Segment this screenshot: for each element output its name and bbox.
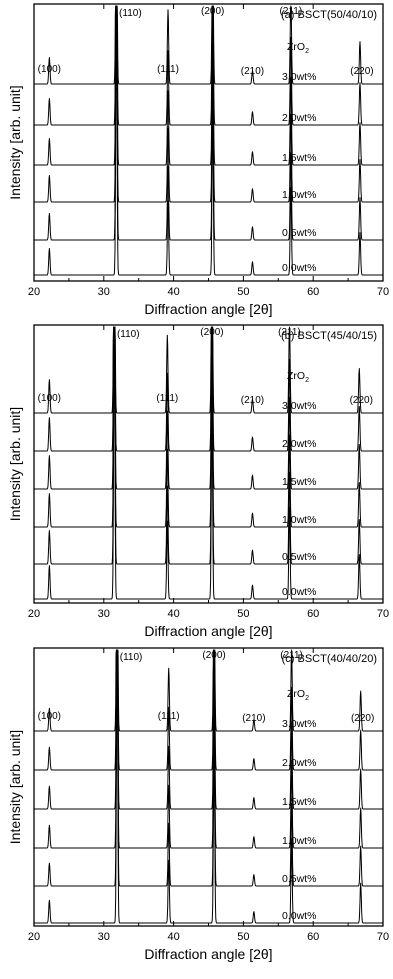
series-label: 1.0wt% <box>282 835 316 847</box>
x-tick-label: 70 <box>377 931 389 943</box>
legend-title: ZrO2 <box>287 41 309 55</box>
diffraction-trace <box>33 5 384 85</box>
series-label: 2.0wt% <box>282 438 316 450</box>
series-label: 1.5wt% <box>282 476 316 488</box>
x-tick-label: 30 <box>98 931 110 943</box>
x-tick-label: 30 <box>98 286 110 298</box>
diffraction-trace <box>33 649 384 849</box>
series-label: 2.0wt% <box>282 757 316 769</box>
x-axis-title: Diffraction angle [2θ] <box>144 946 272 962</box>
peak-label: (220) <box>351 713 374 724</box>
x-tick-label: 70 <box>377 286 389 298</box>
x-tick-label: 70 <box>377 608 389 620</box>
diffraction-trace <box>33 326 384 452</box>
series-label: 3.0wt% <box>282 400 316 412</box>
peak-label: (220) <box>350 395 373 406</box>
diffraction-trace <box>33 326 384 414</box>
diffraction-trace <box>33 5 384 203</box>
peak-label: (200) <box>201 6 224 17</box>
x-tick-label: 40 <box>167 286 179 298</box>
x-axis-title: Diffraction angle [2θ] <box>144 623 272 639</box>
series-label: 2.0wt% <box>282 112 316 124</box>
x-tick-label: 50 <box>237 931 249 943</box>
peak-label: (100) <box>38 393 61 404</box>
series-label: 0.0wt% <box>282 586 316 598</box>
peak-label: (110) <box>119 8 142 19</box>
x-tick-label: 60 <box>307 608 319 620</box>
x-tick-label: 50 <box>237 286 249 298</box>
x-axis-title: Diffraction angle [2θ] <box>144 301 272 317</box>
diffraction-trace <box>33 649 384 732</box>
series-label: 1.5wt% <box>282 796 316 808</box>
peak-label: (110) <box>120 652 143 663</box>
plot-frame <box>33 324 384 604</box>
peak-label: (100) <box>38 64 61 75</box>
series-label: 1.0wt% <box>282 514 316 526</box>
diffraction-trace <box>33 326 384 490</box>
peak-label: (111) <box>156 393 178 404</box>
series-label: 0.5wt% <box>282 551 316 563</box>
peak-label: (200) <box>200 327 223 338</box>
peak-label: (111) <box>157 64 179 75</box>
y-axis-title: Intensity [arb. unit] <box>7 407 23 521</box>
diffraction-trace <box>33 649 384 810</box>
panel-title: (a) BSCT(50/40/10) <box>281 9 377 21</box>
series-label: 0.5wt% <box>282 227 316 239</box>
legend-title: ZrO2 <box>287 370 309 384</box>
diffraction-trace <box>33 5 384 241</box>
x-tick-label: 20 <box>28 608 40 620</box>
x-tick-label: 60 <box>307 286 319 298</box>
series-label: 1.0wt% <box>282 189 316 201</box>
x-tick-label: 40 <box>167 931 179 943</box>
plot-frame <box>33 647 384 927</box>
series-label: 0.0wt% <box>282 910 316 922</box>
peak-label: (210) <box>241 66 264 77</box>
x-tick-label: 40 <box>167 608 179 620</box>
diffraction-trace <box>33 649 384 771</box>
peak-label: (100) <box>38 711 61 722</box>
y-axis-title: Intensity [arb. unit] <box>7 85 23 199</box>
diffraction-trace <box>33 326 384 565</box>
diffraction-trace <box>33 649 384 924</box>
series-label: 0.0wt% <box>282 262 316 274</box>
peak-label: (211) <box>280 650 303 661</box>
diffraction-trace <box>33 5 384 126</box>
series-label: 0.5wt% <box>282 873 316 885</box>
diffraction-trace <box>33 9 384 276</box>
x-tick-label: 50 <box>237 608 249 620</box>
diffraction-trace <box>33 649 384 887</box>
x-tick-label: 20 <box>28 931 40 943</box>
peak-label: (210) <box>242 713 265 724</box>
peak-label: (110) <box>117 329 140 340</box>
peak-label: (210) <box>241 395 264 406</box>
diffraction-trace <box>33 5 384 166</box>
x-tick-label: 60 <box>307 931 319 943</box>
peak-label: (200) <box>202 650 225 661</box>
series-label: 1.5wt% <box>282 152 316 164</box>
peak-label: (211) <box>280 6 303 17</box>
legend-title: ZrO2 <box>287 688 309 702</box>
diffraction-trace <box>33 326 384 600</box>
x-tick-label: 20 <box>28 286 40 298</box>
series-label: 3.0wt% <box>282 71 316 83</box>
series-label: 3.0wt% <box>282 718 316 730</box>
x-tick-label: 30 <box>98 608 110 620</box>
diffraction-trace <box>33 326 384 528</box>
y-axis-title: Intensity [arb. unit] <box>7 730 23 844</box>
peak-label: (111) <box>158 711 180 722</box>
peak-label: (211) <box>278 327 301 338</box>
peak-label: (220) <box>350 66 373 77</box>
panel-title: (c) BSCT(40/40/20) <box>282 653 377 665</box>
plot-frame <box>33 3 384 282</box>
panel-title: (b) BSCT(45/40/15) <box>281 330 377 342</box>
